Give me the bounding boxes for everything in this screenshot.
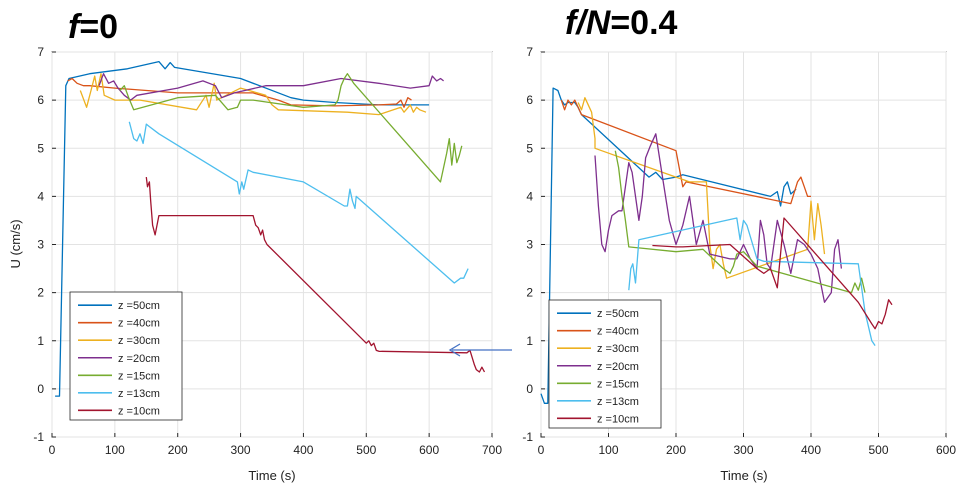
y-tick-label: 7 [37, 45, 44, 59]
series-line-z20cm [98, 73, 444, 101]
x-tick-label: 600 [936, 443, 956, 457]
arrow-head [448, 343, 461, 357]
series-line-z10cm [145, 177, 486, 373]
legend-label: z =40cm [118, 318, 160, 330]
series-line-z50cm [55, 60, 430, 397]
legend-label: z =15cm [597, 378, 639, 390]
y-tick-label: 5 [526, 141, 533, 155]
y-tick-label: 1 [37, 334, 44, 348]
legend-label: z =10cm [118, 405, 160, 417]
x-tick-label: 200 [666, 443, 686, 457]
series-line-z40cm [560, 99, 811, 205]
panel-f0: f=0 0 100 200 300 400 500 600 700 -1 0 1 2 3 4 5 6 7 Ti… [8, 8, 502, 483]
series-line-z30cm [577, 97, 826, 279]
legend-label: z =50cm [118, 300, 160, 312]
legend-label: z =15cm [118, 370, 160, 382]
x-tick-label: 100 [598, 443, 618, 457]
x-tick-label: 400 [293, 443, 313, 457]
y-ticks-f0: -1 0 1 2 3 4 5 6 7 [33, 45, 56, 444]
legend-box [69, 291, 183, 421]
legend-label: z =20cm [597, 361, 639, 373]
x-tick-label: 0 [49, 443, 56, 457]
x-axis-label-f0: Time (s) [248, 468, 295, 483]
y-tick-label: 6 [526, 93, 533, 107]
legend-label: z =20cm [118, 353, 160, 365]
x-ticks-f0: 0 100 200 300 400 500 600 700 [49, 433, 502, 457]
series-line-z15cm [119, 73, 463, 183]
x-tick-label: 200 [168, 443, 188, 457]
x-tick-label: 0 [538, 443, 545, 457]
legend-box [548, 299, 662, 429]
panel-title-fN04: f/N=0.4 [565, 4, 678, 42]
x-tick-label: 100 [105, 443, 125, 457]
series-line-z13cm [628, 217, 876, 346]
y-tick-label: 5 [37, 141, 44, 155]
y-tick-label: 0 [526, 382, 533, 396]
x-tick-label: 400 [801, 443, 821, 457]
series-line-z40cm [67, 77, 412, 108]
series-line-z13cm [128, 121, 469, 284]
y-tick-label: -1 [33, 430, 44, 444]
y-tick-label: 6 [37, 93, 44, 107]
series-group-fN04 [540, 87, 893, 404]
connector-arrow [448, 343, 512, 357]
y-tick-label: -1 [522, 430, 533, 444]
y-tick-label: 1 [526, 334, 533, 348]
series-line-z10cm [652, 217, 893, 330]
y-tick-label: 4 [37, 189, 44, 203]
y-tick-label: 0 [37, 382, 44, 396]
x-tick-label: 500 [356, 443, 376, 457]
panel-fN04: f/N=0.4 0 100 200 300 400 500 600 -1 0 1 2 3 4 5 6 7 T… [522, 4, 956, 483]
x-axis-label-fN04: Time (s) [720, 468, 767, 483]
y-tick-label: 4 [526, 189, 533, 203]
x-ticks-fN04: 0 100 200 300 400 500 600 [538, 433, 956, 457]
series-line-z20cm [594, 133, 843, 303]
series-line-z30cm [79, 73, 427, 116]
x-tick-label: 300 [231, 443, 251, 457]
legend-label: z =13cm [118, 388, 160, 400]
legend-label: z =30cm [597, 343, 639, 355]
series-line-z50cm [540, 87, 797, 404]
legend-label: z =10cm [597, 413, 639, 425]
y-tick-label: 7 [526, 45, 533, 59]
legend-label: z =40cm [597, 326, 639, 338]
y-axis-label-f0: U (cm/s) [8, 219, 23, 268]
legend-label: z =30cm [118, 335, 160, 347]
panel-title-f0: f=0 [68, 8, 118, 46]
series-line-z15cm [614, 150, 866, 294]
legend-label: z =13cm [597, 396, 639, 408]
legend-label: z =50cm [597, 308, 639, 320]
y-tick-label: 3 [37, 238, 44, 252]
legend-f0: z =50cm z =40cm z =30cm z =20cm z =15cm z =13… [69, 291, 183, 421]
y-tick-label: 2 [37, 286, 44, 300]
x-tick-label: 600 [419, 443, 439, 457]
y-tick-label: 2 [526, 286, 533, 300]
y-ticks-fN04: -1 0 1 2 3 4 5 6 7 [522, 45, 545, 444]
x-tick-label: 300 [733, 443, 753, 457]
y-tick-label: 3 [526, 238, 533, 252]
series-group-f0 [55, 60, 486, 397]
legend-fN04: z =50cm z =40cm z =30cm z =20cm z =15cm z =13… [548, 299, 662, 429]
x-tick-label: 700 [482, 443, 502, 457]
x-tick-label: 500 [868, 443, 888, 457]
